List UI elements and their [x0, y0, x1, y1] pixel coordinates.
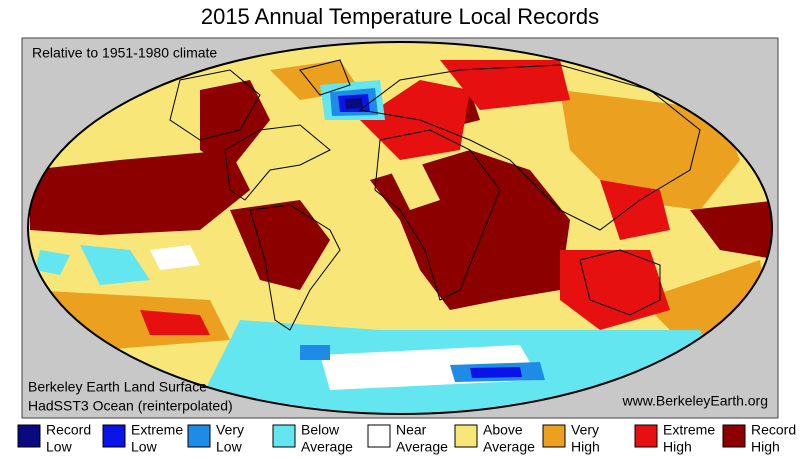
region — [470, 367, 522, 378]
legend-swatch — [542, 424, 566, 448]
region — [345, 98, 363, 109]
legend-swatch — [272, 424, 296, 448]
legend-label: Record — [751, 422, 796, 438]
legend-label: High — [663, 439, 692, 455]
region — [690, 200, 772, 260]
legend-swatch — [454, 424, 478, 448]
region — [200, 80, 270, 170]
legend-label: Near — [396, 422, 427, 438]
legend-label: Average — [483, 439, 535, 455]
region — [440, 60, 570, 110]
source: HadSST3 Ocean (reinterpolated) — [28, 398, 233, 414]
legend-swatch — [187, 424, 211, 448]
region — [140, 310, 210, 335]
region — [30, 150, 250, 235]
region — [300, 345, 330, 360]
region — [80, 245, 150, 285]
legend-label: Average — [396, 439, 448, 455]
legend-label: Extreme — [663, 422, 715, 438]
region — [150, 245, 200, 270]
legend-label: High — [751, 439, 780, 455]
legend-swatch — [17, 424, 41, 448]
legend-label: Low — [46, 439, 73, 455]
region — [560, 250, 670, 330]
region — [600, 180, 670, 240]
legend-label: Record — [46, 422, 91, 438]
legend-label: Low — [131, 439, 158, 455]
legend-label: Very — [571, 422, 599, 438]
legend-label: Low — [216, 439, 243, 455]
legend-swatch — [634, 424, 658, 448]
legend: RecordLowExtremeLowVeryLowBelowAverageNe… — [17, 422, 796, 455]
region — [560, 90, 740, 210]
subtitle: Relative to 1951-1980 climate — [32, 45, 217, 61]
coastlines — [169, 59, 701, 331]
region — [390, 160, 440, 210]
region — [230, 200, 330, 290]
title: 2015 Annual Temperature Local Records — [201, 4, 599, 29]
legend-label: High — [571, 439, 600, 455]
legend-swatch — [102, 424, 126, 448]
legend-swatch — [722, 424, 746, 448]
globe-outline — [27, 41, 773, 415]
legend-label: Average — [301, 439, 353, 455]
legend-swatch — [367, 424, 391, 448]
legend-label: Below — [301, 422, 340, 438]
source: Berkeley Earth Land Surface — [28, 379, 207, 395]
legend-label: Very — [216, 422, 244, 438]
website: www.BerkeleyEarth.org — [621, 393, 768, 409]
region — [360, 80, 470, 160]
legend-label: Above — [483, 422, 523, 438]
legend-label: Extreme — [131, 422, 183, 438]
temperature-regions — [30, 60, 772, 414]
region — [35, 250, 70, 275]
